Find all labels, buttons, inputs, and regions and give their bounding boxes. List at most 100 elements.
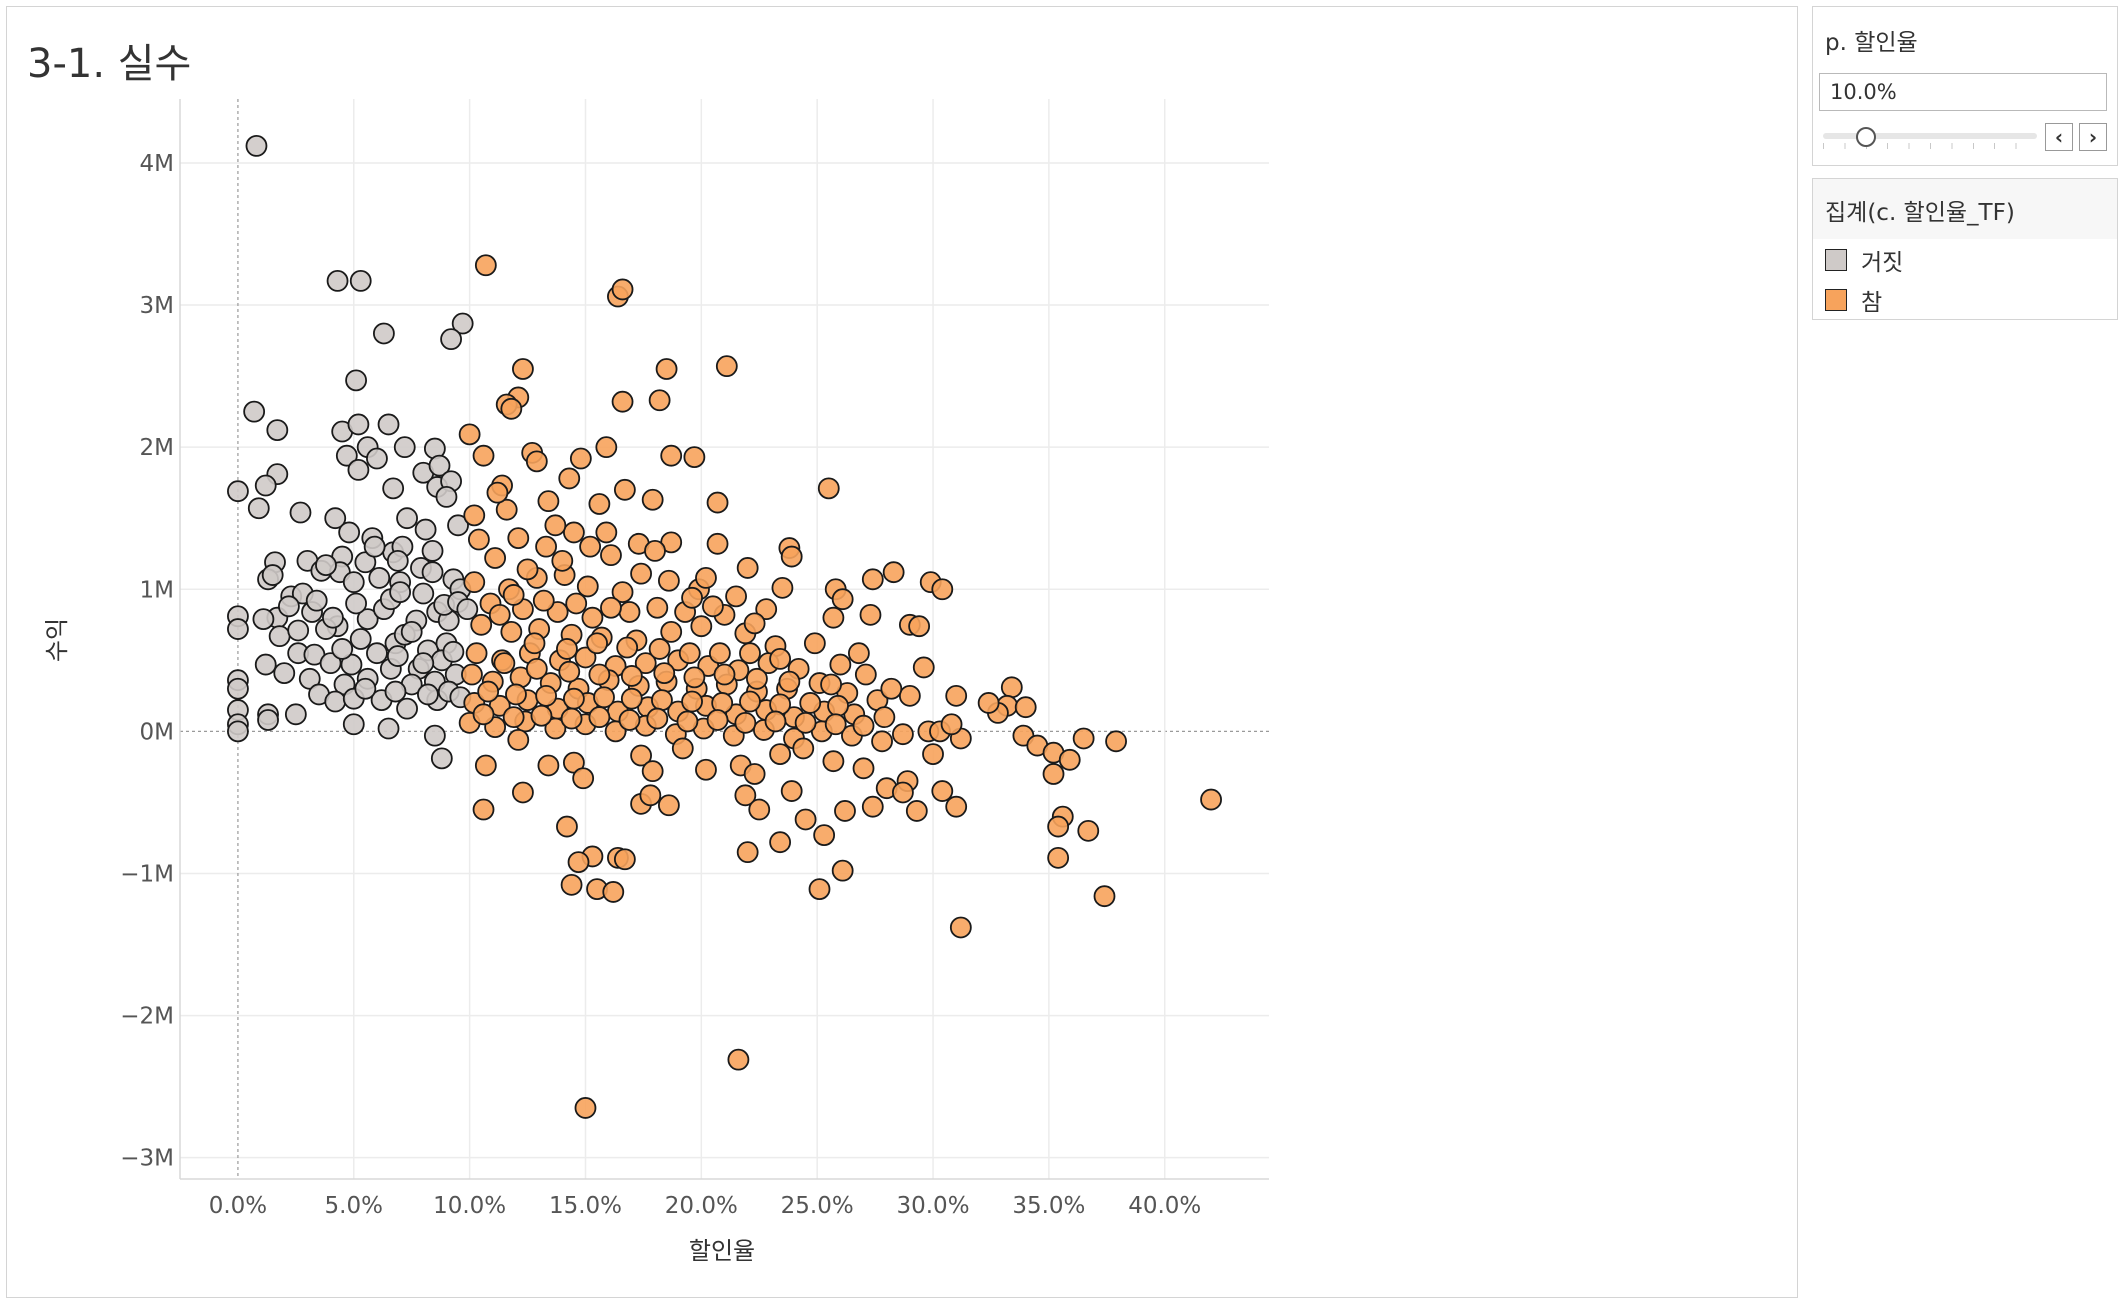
scatter-point[interactable] (817, 477, 840, 500)
scatter-point[interactable] (639, 784, 662, 807)
scatter-point[interactable] (227, 618, 249, 640)
scatter-point[interactable] (472, 703, 495, 726)
scatter-point[interactable] (871, 730, 893, 753)
scatter-point[interactable] (634, 652, 657, 675)
scatter-point[interactable] (803, 632, 826, 655)
scatter-point[interactable] (854, 663, 877, 686)
scatter-point[interactable] (748, 798, 771, 821)
scatter-point[interactable] (465, 642, 488, 665)
scatter-point[interactable] (706, 491, 729, 514)
parameter-slider-thumb[interactable] (1855, 127, 1876, 147)
scatter-point[interactable] (604, 720, 627, 743)
scatter-point[interactable] (769, 831, 792, 854)
scatter-point[interactable] (342, 713, 365, 736)
scatter-point[interactable] (266, 419, 289, 442)
scatter-point[interactable] (442, 640, 465, 663)
next-step-button[interactable]: › (2079, 123, 2107, 151)
scatter-point[interactable] (261, 564, 284, 586)
scatter-point[interactable] (630, 744, 652, 767)
scatter-point[interactable] (562, 687, 585, 710)
scatter-point[interactable] (778, 670, 801, 693)
scatter-point[interactable] (384, 680, 407, 703)
scatter-point[interactable] (349, 269, 372, 292)
scatter-point[interactable] (581, 606, 604, 629)
scatter-point[interactable] (319, 652, 342, 675)
scatter-point[interactable] (495, 498, 518, 521)
scatter-point[interactable] (715, 355, 738, 378)
scatter-point[interactable] (345, 369, 367, 392)
scatter-point[interactable] (247, 497, 270, 520)
scatter-point[interactable] (657, 569, 680, 592)
scatter-point[interactable] (289, 501, 312, 524)
scatter-point[interactable] (366, 642, 388, 665)
scatter-point[interactable] (676, 710, 699, 733)
scatter-point[interactable] (414, 518, 437, 541)
scatter-point[interactable] (472, 444, 495, 467)
scatter-point[interactable] (931, 780, 954, 802)
scatter-point[interactable] (611, 278, 634, 301)
scatter-point[interactable] (808, 878, 831, 901)
scatter-point[interactable] (347, 458, 370, 481)
scatter-point[interactable] (713, 663, 736, 686)
scatter-point[interactable] (544, 717, 567, 740)
scatter-point[interactable] (535, 684, 557, 707)
scatter-point[interactable] (931, 578, 954, 601)
scatter-point[interactable] (671, 737, 694, 760)
scatter-point[interactable] (254, 474, 277, 497)
scatter-point[interactable] (254, 653, 277, 676)
scatter-point[interactable] (1105, 730, 1127, 753)
scatter-point[interactable] (646, 596, 669, 619)
scatter-point[interactable] (611, 581, 634, 604)
scatter-point[interactable] (822, 606, 845, 629)
scatter-point[interactable] (382, 477, 405, 500)
scatter-point[interactable] (708, 642, 731, 665)
scatter-point[interactable] (558, 660, 581, 683)
scatter-point[interactable] (560, 873, 583, 896)
scatter-point[interactable] (372, 322, 395, 345)
parameter-slider-track[interactable] (1823, 133, 2037, 139)
scatter-point[interactable] (474, 754, 497, 777)
scatter-point[interactable] (743, 763, 766, 785)
scatter-point[interactable] (727, 1048, 750, 1071)
scatter-point[interactable] (792, 737, 815, 760)
scatter-point[interactable] (277, 595, 300, 618)
scatter-point[interactable] (458, 423, 481, 446)
scatter-plot[interactable]: −3M −2M −1M 0M 1M 2M 3M 4M 0.0% 5.0% 10.0% 15.0% 20.… (7, 7, 1797, 1297)
scatter-point[interactable] (500, 397, 523, 420)
scatter-point[interactable] (500, 620, 523, 643)
scatter-point[interactable] (620, 665, 643, 687)
scatter-point[interactable] (505, 683, 527, 706)
scatter-point[interactable] (556, 638, 578, 660)
scatter-point[interactable] (451, 312, 474, 335)
scatter-point[interactable] (695, 566, 717, 589)
scatter-point[interactable] (377, 413, 400, 436)
scatter-point[interactable] (525, 657, 548, 680)
scatter-point[interactable] (1072, 727, 1095, 750)
scatter-point[interactable] (525, 450, 548, 473)
scatter-point[interactable] (588, 663, 611, 686)
scatter-point[interactable] (739, 690, 761, 713)
scatter-point[interactable] (551, 549, 574, 572)
scatter-point[interactable] (736, 841, 759, 864)
scatter-point[interactable] (363, 535, 386, 558)
scatter-point[interactable] (611, 390, 634, 413)
scatter-point[interactable] (227, 677, 249, 700)
scatter-point[interactable] (324, 690, 347, 713)
scatter-point[interactable] (324, 507, 347, 530)
scatter-point[interactable] (574, 1097, 597, 1119)
scatter-point[interactable] (880, 677, 903, 700)
scatter-point[interactable] (600, 596, 622, 619)
scatter-point[interactable] (977, 692, 1000, 714)
scatter-point[interactable] (331, 638, 354, 660)
scatter-point[interactable] (356, 608, 379, 631)
scatter-point[interactable] (734, 784, 757, 807)
scatter-point[interactable] (558, 467, 581, 490)
scatter-point[interactable] (873, 706, 896, 729)
scatter-point[interactable] (349, 628, 372, 650)
scatter-point[interactable] (593, 686, 615, 709)
scatter-point[interactable] (780, 545, 803, 568)
scatter-point[interactable] (386, 645, 409, 667)
scatter-point[interactable] (736, 557, 759, 579)
scatter-point[interactable] (273, 662, 296, 685)
scatter-point[interactable] (771, 576, 794, 599)
